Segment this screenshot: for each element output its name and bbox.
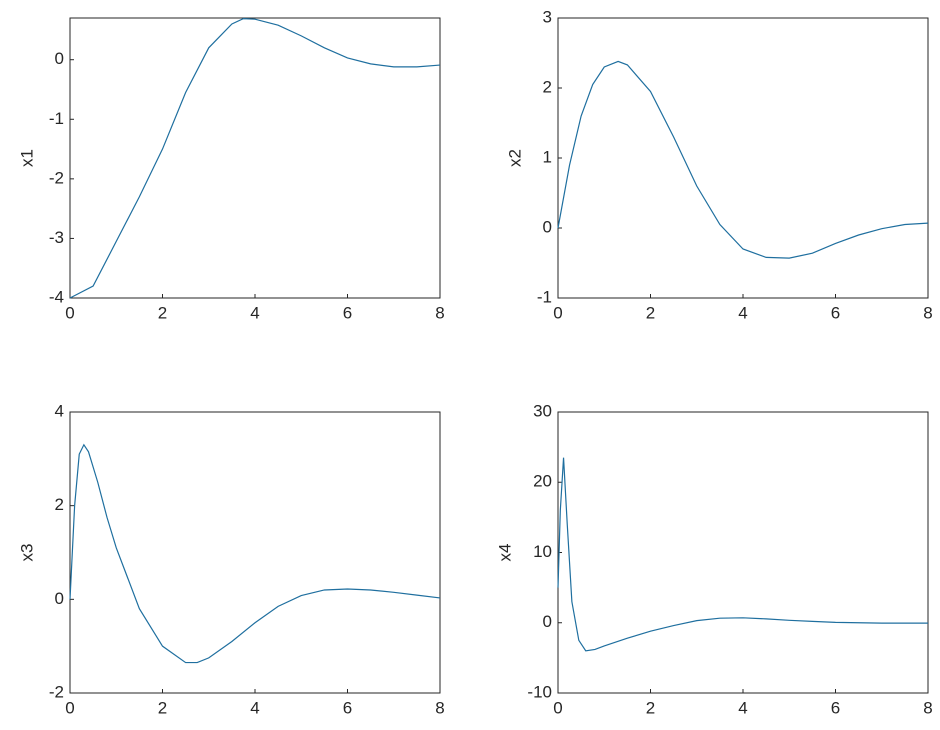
y-tick-label: -3 [49,228,64,247]
x-tick-label: 2 [158,698,167,717]
subplot: 0 2 4 6 8 -4 -3 -2 -1 0 x1 [17,17,445,322]
y-tick-label: 10 [533,542,552,561]
x-tick-label: 2 [646,303,655,322]
x-tick-label: 4 [250,698,259,717]
y-tick-label: -2 [49,682,64,701]
x-tick-label: 4 [250,303,259,322]
axes-frame [69,411,441,694]
x-tick-label: 2 [646,698,655,717]
x-tick-label: 6 [831,698,840,717]
x-tick-label: 6 [343,698,352,717]
data-line [557,60,929,259]
y-axis-label: x3 [17,544,36,562]
y-tick-label: 3 [543,7,552,26]
y-tick-label: -1 [49,109,64,128]
y-tick-label: 4 [55,401,64,420]
y-tick-label: 0 [55,49,64,68]
x-tick-label: 0 [553,698,562,717]
y-tick-label: 1 [543,147,552,166]
x-tick-label: 8 [923,698,932,717]
x-tick-label: 6 [343,303,352,322]
x-tick-label: 4 [738,303,747,322]
axes-frame [557,17,929,299]
axes-frame [69,17,441,299]
x-tick-label: 8 [435,303,444,322]
data-line [557,457,928,652]
data-line [69,443,441,664]
x-tick-label: 8 [923,303,932,322]
y-tick-label: 2 [543,77,552,96]
y-tick-label: -1 [537,287,552,306]
x-tick-label: 2 [158,303,167,322]
y-axis-label: x1 [17,149,36,167]
y-tick-label: 30 [533,401,552,420]
y-tick-label: 0 [543,217,552,236]
y-tick-label: 2 [55,495,64,514]
y-tick-label: -2 [49,168,64,187]
y-tick-label: -10 [527,682,552,701]
x-tick-label: 6 [831,303,840,322]
y-axis-label: x2 [505,149,524,167]
y-tick-label: -4 [49,287,64,306]
x-tick-label: 0 [65,303,74,322]
axes-frame [557,411,929,694]
data-line [69,17,441,299]
x-tick-label: 0 [65,698,74,717]
y-axis-label: x4 [495,544,514,562]
x-tick-label: 8 [435,698,444,717]
y-tick-label: 0 [55,589,64,608]
x-tick-label: 4 [738,698,747,717]
x-tick-label: 0 [553,303,562,322]
y-tick-label: 20 [533,472,552,491]
y-tick-label: 0 [543,612,552,631]
